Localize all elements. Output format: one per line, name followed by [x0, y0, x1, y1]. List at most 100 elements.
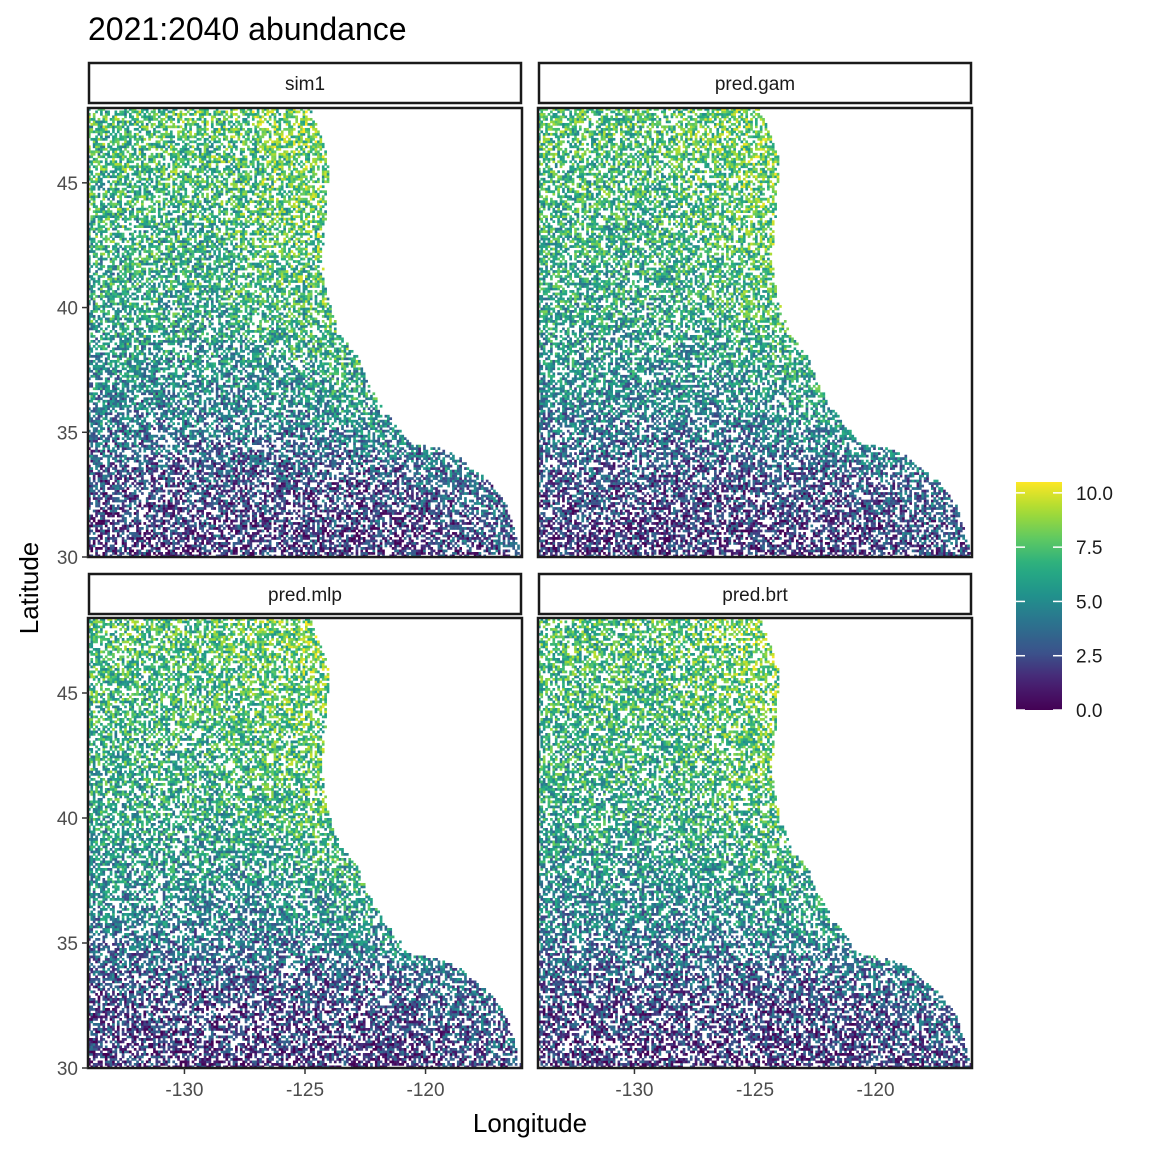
heatmap-cell [187, 507, 190, 510]
heatmap-cell [457, 490, 460, 493]
heatmap-cell [170, 477, 173, 480]
heatmap-cell [373, 547, 376, 550]
heatmap-cell [351, 495, 354, 498]
heatmap-cell [414, 507, 417, 510]
heatmap-cell [401, 522, 404, 525]
heatmap-cell [450, 502, 453, 505]
heatmap-cell [230, 480, 233, 483]
heatmap-cell [457, 522, 460, 525]
heatmap-cell [160, 505, 163, 508]
heatmap-cell [332, 520, 335, 523]
heatmap-cell [110, 497, 113, 500]
heatmap-cell [170, 552, 173, 555]
heatmap-cell [365, 547, 368, 550]
heatmap-cell [122, 525, 125, 528]
heatmap-cell [440, 500, 443, 503]
heatmap-cell [124, 527, 127, 530]
heatmap-cell [416, 507, 419, 510]
heatmap-cell [459, 550, 462, 553]
heatmap-cell [182, 475, 185, 478]
heatmap-cell [151, 490, 154, 493]
heatmap-cell [131, 550, 134, 553]
heatmap-cell [423, 487, 426, 490]
heatmap-cell [281, 527, 284, 530]
heatmap-cell [411, 550, 414, 553]
heatmap-cell [131, 477, 134, 480]
heatmap-cell [428, 507, 431, 510]
heatmap-cell [107, 530, 110, 533]
heatmap-cell [356, 545, 359, 548]
heatmap-cell [495, 525, 498, 528]
heatmap-cell [452, 552, 455, 555]
heatmap-cell [245, 547, 248, 550]
heatmap-cell [295, 527, 298, 530]
heatmap-cell [266, 520, 269, 523]
heatmap-cell [237, 542, 240, 545]
heatmap-cell [165, 510, 168, 513]
heatmap-cell [271, 477, 274, 480]
heatmap-cell [293, 495, 296, 498]
heatmap-cell [488, 537, 491, 540]
heatmap-cell [213, 545, 216, 548]
heatmap-cell [447, 495, 450, 498]
heatmap-cell [105, 552, 108, 555]
heatmap-cell [156, 532, 159, 535]
heatmap-cell [153, 515, 156, 518]
heatmap-cell [122, 510, 125, 513]
heatmap-cell [184, 550, 187, 553]
heatmap-cell [139, 527, 142, 530]
heatmap-cell [428, 542, 431, 545]
heatmap-cell [177, 535, 180, 538]
heatmap-cell [353, 535, 356, 538]
heatmap-cell [464, 540, 467, 543]
heatmap-cell [119, 520, 122, 523]
heatmap-cell [112, 482, 115, 485]
heatmap-cell [199, 537, 202, 540]
heatmap-cell [411, 505, 414, 508]
heatmap-cell [394, 480, 397, 483]
heatmap-cell [380, 517, 383, 520]
heatmap-cell [380, 512, 383, 515]
heatmap-cell [423, 492, 426, 495]
heatmap-cell [300, 527, 303, 530]
heatmap-cell [377, 552, 380, 555]
heatmap-cell [445, 490, 448, 493]
heatmap-cell [353, 540, 356, 543]
heatmap-cell [409, 497, 412, 500]
heatmap-cell [252, 527, 255, 530]
heatmap-cell [375, 512, 378, 515]
heatmap-cell [276, 517, 279, 520]
heatmap-cell [213, 507, 216, 510]
heatmap-cell [122, 545, 125, 548]
heatmap-cell [438, 552, 441, 555]
heatmap-cell [168, 492, 171, 495]
heatmap-cell [192, 530, 195, 533]
heatmap-cell [358, 520, 361, 523]
heatmap-cell [319, 487, 322, 490]
heatmap-cell [221, 542, 224, 545]
heatmap-cell [498, 535, 501, 538]
heatmap-cell [240, 520, 243, 523]
heatmap-cell [373, 525, 376, 528]
heatmap-cell [298, 495, 301, 498]
heatmap-cell [230, 487, 233, 490]
heatmap-cell [211, 525, 214, 528]
heatmap-cell [305, 545, 308, 548]
heatmap-cell [394, 547, 397, 550]
heatmap-cell [334, 547, 337, 550]
heatmap-cell [158, 490, 161, 493]
heatmap-cell [341, 480, 344, 483]
heatmap-cell [281, 495, 284, 498]
heatmap-cell [375, 502, 378, 505]
heatmap-cell [476, 477, 479, 480]
heatmap-cell [476, 552, 479, 555]
heatmap-cell [221, 552, 224, 555]
heatmap-cell [430, 492, 433, 495]
heatmap-cell [452, 500, 455, 503]
heatmap-cell [488, 482, 491, 485]
heatmap-cell [146, 505, 149, 508]
heatmap-cell [194, 482, 197, 485]
heatmap-cell [271, 550, 274, 553]
heatmap-cell [175, 500, 178, 503]
heatmap-cell [235, 495, 238, 498]
